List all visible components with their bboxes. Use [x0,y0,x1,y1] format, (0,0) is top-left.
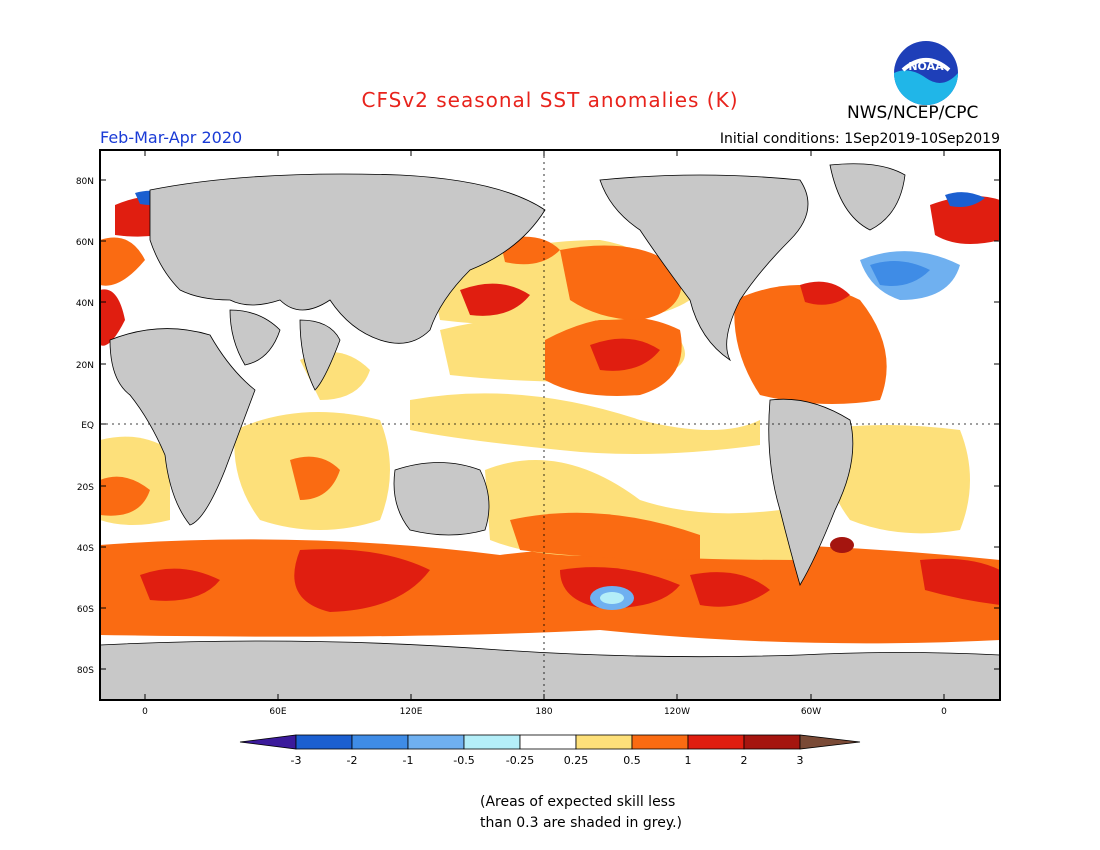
lat-label: 60S [77,605,94,615]
lon-tick: 120W [664,150,690,717]
season-label: Feb-Mar-Apr 2020 [100,128,243,147]
noaa-logo: NOAA [893,40,959,106]
map-frame [99,149,1001,701]
legend-label: 1 [685,754,692,767]
lon-label: 120E [400,707,423,717]
lat-tick: 20S [77,483,1000,493]
legend-swatch [351,734,409,750]
lon-label: 120W [664,707,690,717]
lat-axis: 80N 60N 40N 20N EQ 20S 40S 60S [76,177,1000,676]
legend-label: -2 [347,754,358,767]
skill-note-line: than 0.3 are shaded in grey.) [480,815,683,831]
lon-label: 180 [535,707,552,717]
lon-tick: 0 [941,150,947,717]
lat-label: 20S [77,483,94,493]
lat-label: 40N [76,299,94,309]
legend-label: -0.25 [506,754,534,767]
lat-tick: 40S [77,544,1000,554]
legend-label: -0.5 [453,754,474,767]
lat-label: 40S [77,544,94,554]
lon-label: 60W [801,707,821,717]
lon-tick: 60W [801,150,821,717]
lon-label: 60E [269,707,286,717]
lat-tick: 60S [77,605,1000,615]
legend-label: 0.25 [564,754,589,767]
legend-swatch [631,734,689,750]
map-title: CFSv2 seasonal SST anomalies (K) [361,88,739,112]
legend-low-arrow [239,734,297,750]
legend-swatch [519,734,577,750]
skill-note-line: (Areas of expected skill less [480,794,676,810]
legend-swatch [575,734,633,750]
lat-tick: 80N [76,177,1000,187]
lat-label: 80S [77,666,94,676]
legend-label: 0.5 [623,754,641,767]
legend-swatch [295,734,353,750]
lat-tick: 80S [77,666,1000,676]
graticule [100,150,1000,700]
initial-conditions-label: Initial conditions: 1Sep2019-10Sep2019 [719,131,1000,147]
lon-tick: 0 [142,150,148,717]
lat-tick: 60N [76,238,1000,248]
lat-tick: EQ [81,421,1000,431]
lat-tick: 40N [76,299,1000,309]
legend-label: 3 [797,754,804,767]
lon-tick: 120E [400,150,423,717]
land-masses [100,163,1000,700]
lat-label: EQ [81,421,94,431]
skill-note: (Areas of expected skill less than 0.3 a… [480,792,682,834]
agency-label: NWS/NCEP/CPC [847,103,979,123]
lat-label: 20N [76,361,94,371]
lon-label: 0 [142,707,148,717]
noaa-logo-text: NOAA [908,60,944,73]
legend-label: 2 [741,754,748,767]
legend-swatch [687,734,745,750]
legend-swatch [463,734,521,750]
lon-tick: 60E [269,150,287,717]
legend-label: -3 [291,754,302,767]
lon-tick: 180 [535,150,553,717]
lat-tick: 20N [76,361,1000,371]
lon-label: 0 [941,707,947,717]
legend-high-arrow [799,734,861,750]
lat-label: 60N [76,238,94,248]
legend-swatch [407,734,465,750]
lat-label: 80N [76,177,94,187]
color-legend: -3 -2 -1 -0.5 -0.25 0.25 0.5 1 2 3 [239,734,861,767]
legend-swatch [743,734,801,750]
legend-label: -1 [403,754,414,767]
sst-anomaly-field [100,190,1000,644]
lon-axis: 0 60E 120E 180 120W 60W 0 [142,150,947,717]
